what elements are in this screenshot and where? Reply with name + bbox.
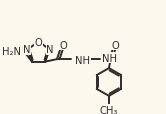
- Text: N: N: [46, 45, 54, 55]
- Text: CH₃: CH₃: [100, 105, 118, 114]
- Text: NH: NH: [102, 53, 117, 63]
- Text: O: O: [112, 41, 119, 51]
- Text: NH: NH: [75, 55, 90, 65]
- Text: H₂N: H₂N: [2, 47, 21, 57]
- Text: O: O: [59, 41, 67, 51]
- Text: N: N: [23, 45, 31, 55]
- Text: O: O: [35, 38, 42, 48]
